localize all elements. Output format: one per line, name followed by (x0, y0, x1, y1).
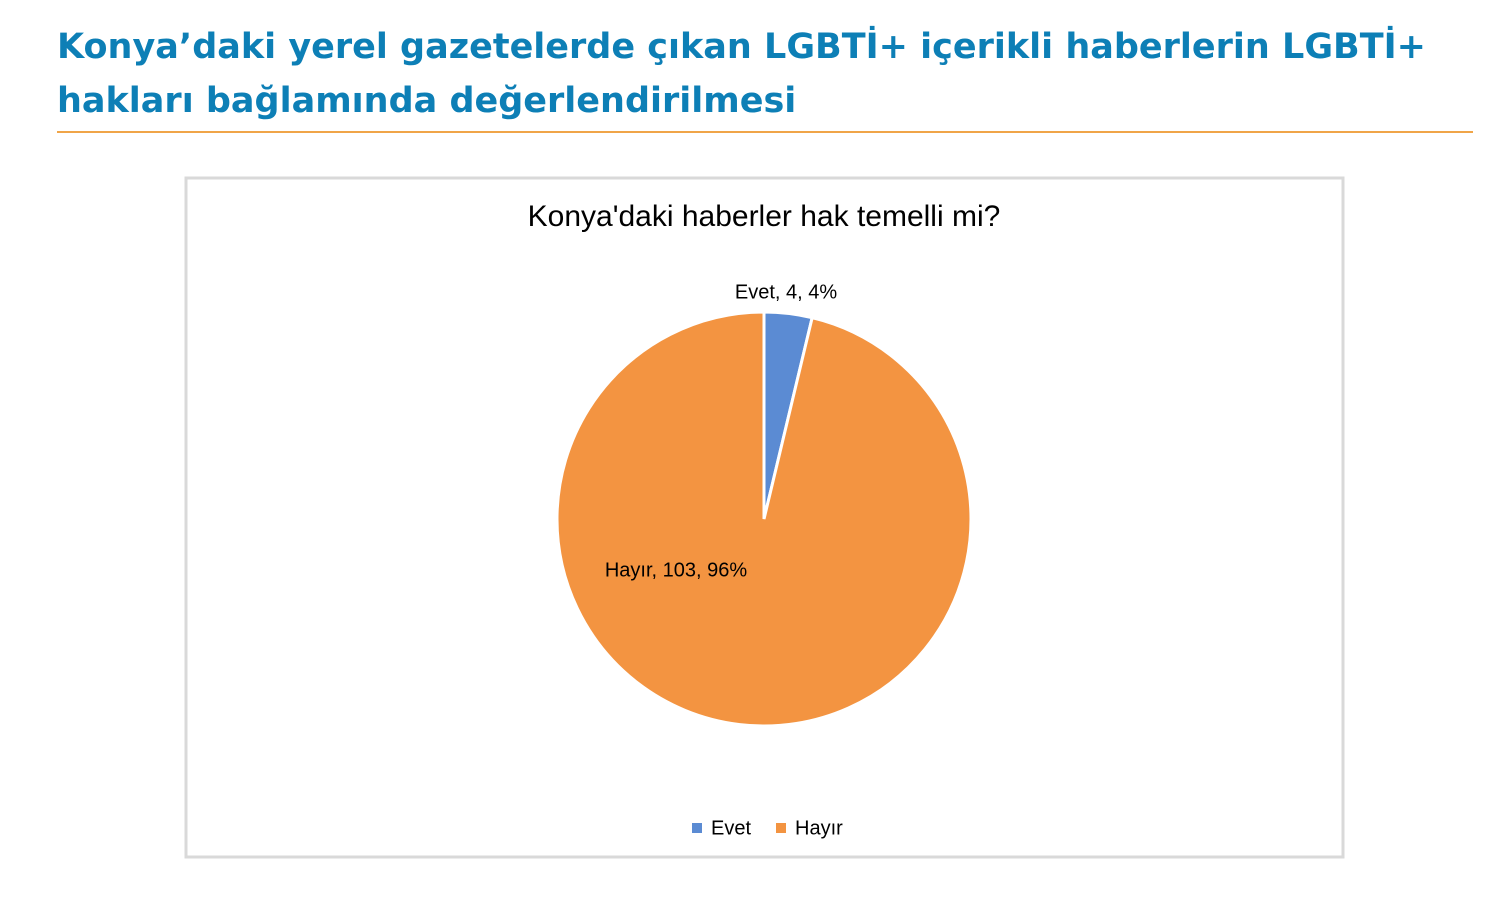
legend-swatch (692, 823, 702, 833)
pie-slice (555, 310, 973, 728)
legend-label: Evet (711, 817, 751, 839)
data-label: Evet, 4, 4% (735, 281, 837, 303)
data-label: Hayır, 103, 96% (605, 559, 748, 581)
heading-line: Konya’daki yerel gazetelerde çıkan LGBTİ… (57, 25, 1426, 67)
chart-title: Konya'daki haberler hak temelli mi? (528, 200, 1001, 233)
legend-label: Hayır (795, 817, 843, 839)
heading-line: hakları bağlamında değerlendirilmesi (57, 81, 796, 121)
legend-swatch (776, 823, 786, 833)
